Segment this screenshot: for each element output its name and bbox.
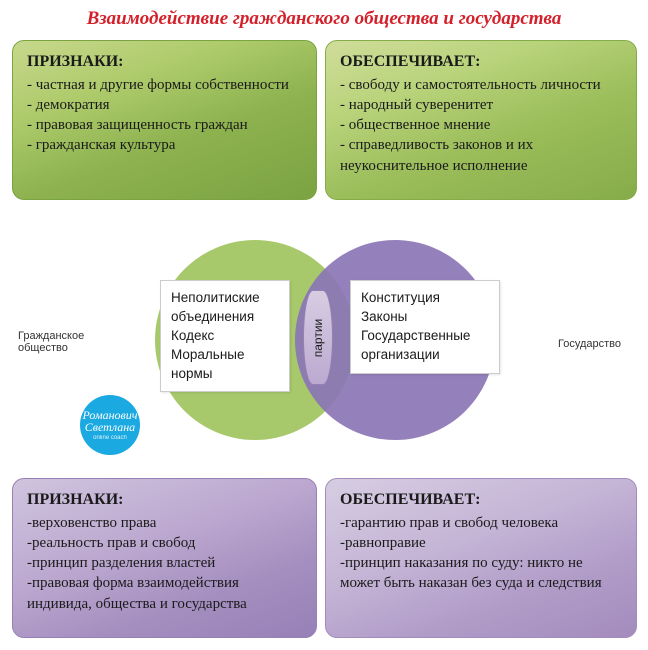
venn-left-label: Гражданское общество [18, 330, 88, 354]
venn-box-line: объединения [171, 308, 279, 327]
venn-box-line: Неполитиские [171, 289, 279, 308]
author-badge: Романович Светлана online coach [80, 395, 140, 455]
venn-box-line: нормы [171, 365, 279, 384]
panel-item: - правовая защищенность граждан [27, 115, 302, 135]
panel-item: - демократия [27, 95, 302, 115]
venn-box-line: Моральные [171, 346, 279, 365]
venn-box-line: организации [361, 346, 489, 365]
panel-heading: ПРИЗНАКИ: [27, 489, 302, 511]
panel-heading: ПРИЗНАКИ: [27, 51, 302, 73]
venn-right-box: Конституция Законы Государственные орган… [350, 280, 500, 374]
panel-item: - частная и другие формы собственности [27, 75, 302, 95]
venn-box-line: Государственные [361, 327, 489, 346]
panel-item: -правовая форма взаимодействия индивида,… [27, 573, 302, 614]
panel-top-left: ПРИЗНАКИ: - частная и другие формы собст… [12, 40, 317, 200]
panel-item: -принцип разделения властей [27, 553, 302, 573]
venn-box-line: Конституция [361, 289, 489, 308]
panel-item: - гражданская культура [27, 135, 302, 155]
page-title: Взаимодействие гражданского общества и г… [0, 0, 648, 34]
panel-bottom-left: ПРИЗНАКИ: -верховенство права -реальност… [12, 478, 317, 638]
panel-heading: ОБЕСПЕЧИВАЕТ: [340, 51, 622, 73]
panel-item: - общественное мнение [340, 115, 622, 135]
panel-item: - свободу и самостоятельность личности [340, 75, 622, 95]
venn-box-line: Кодекс [171, 327, 279, 346]
venn-left-box: Неполитиские объединения Кодекс Моральны… [160, 280, 290, 392]
panel-item: - народный суверенитет [340, 95, 622, 115]
panel-item: -принцип наказания по суду: никто не мож… [340, 553, 622, 594]
panel-top-right: ОБЕСПЕЧИВАЕТ: - свободу и самостоятельно… [325, 40, 637, 200]
badge-sub: online coach [93, 435, 127, 441]
venn-overlap-label: партии [311, 318, 325, 356]
venn-overlap: партии [303, 290, 333, 385]
panel-item: -реальность прав и свобод [27, 533, 302, 553]
panel-item: - справедливость законов и их неукосните… [340, 135, 622, 176]
panel-item: -равноправие [340, 533, 622, 553]
panel-item: -верховенство права [27, 513, 302, 533]
panel-bottom-right: ОБЕСПЕЧИВАЕТ: -гарантию прав и свобод че… [325, 478, 637, 638]
venn-box-line: Законы [361, 308, 489, 327]
badge-line: Светлана [85, 421, 135, 433]
venn-right-label: Государство [558, 338, 628, 350]
panel-item: -гарантию прав и свобод человека [340, 513, 622, 533]
panel-heading: ОБЕСПЕЧИВАЕТ: [340, 489, 622, 511]
